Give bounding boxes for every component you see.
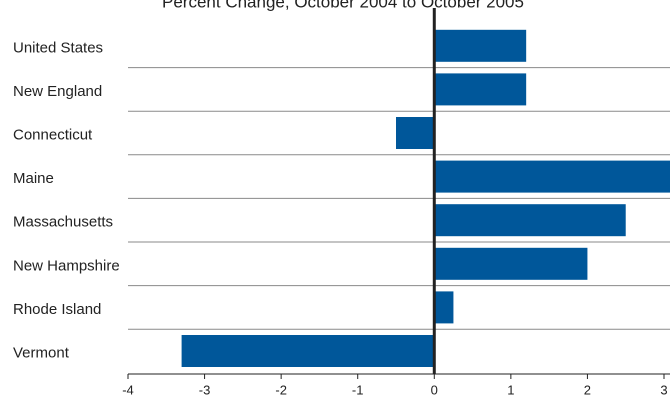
bar-rhode-island	[434, 291, 454, 324]
category-label: Rhode Island	[13, 301, 101, 318]
bar-united-states	[434, 29, 527, 62]
category-label: New Hampshire	[13, 257, 120, 274]
category-label: Connecticut	[13, 127, 93, 144]
x-tick-label: 3	[660, 383, 667, 397]
bar-massachusetts	[434, 204, 626, 237]
category-label: Maine	[13, 170, 54, 187]
category-label: Vermont	[13, 345, 70, 362]
row-separators	[128, 67, 670, 330]
chart-title: Percent Change, October 2004 to October …	[162, 0, 524, 12]
bar-vermont	[181, 335, 435, 367]
category-labels: United States New England Connecticut Maine…	[13, 39, 120, 361]
x-axis: -4 -3 -2 -1 0 1 2 3	[122, 373, 670, 397]
bar-connecticut	[396, 117, 435, 149]
x-tick-label: 1	[507, 383, 514, 397]
bar-new-hampshire	[434, 247, 588, 280]
x-tick-label: -2	[275, 383, 287, 397]
x-tick-label: -3	[199, 383, 211, 397]
x-tick-label: -1	[352, 383, 364, 397]
category-label: New England	[13, 83, 102, 100]
bar-new-england	[434, 73, 527, 106]
category-label: Massachusetts	[13, 214, 113, 231]
x-tick-label: -4	[122, 383, 134, 397]
bars-group	[181, 29, 670, 367]
x-tick-label: 2	[584, 383, 591, 397]
x-tick-label: 0	[431, 383, 438, 397]
category-label: United States	[13, 39, 103, 56]
bar-maine	[434, 160, 670, 193]
